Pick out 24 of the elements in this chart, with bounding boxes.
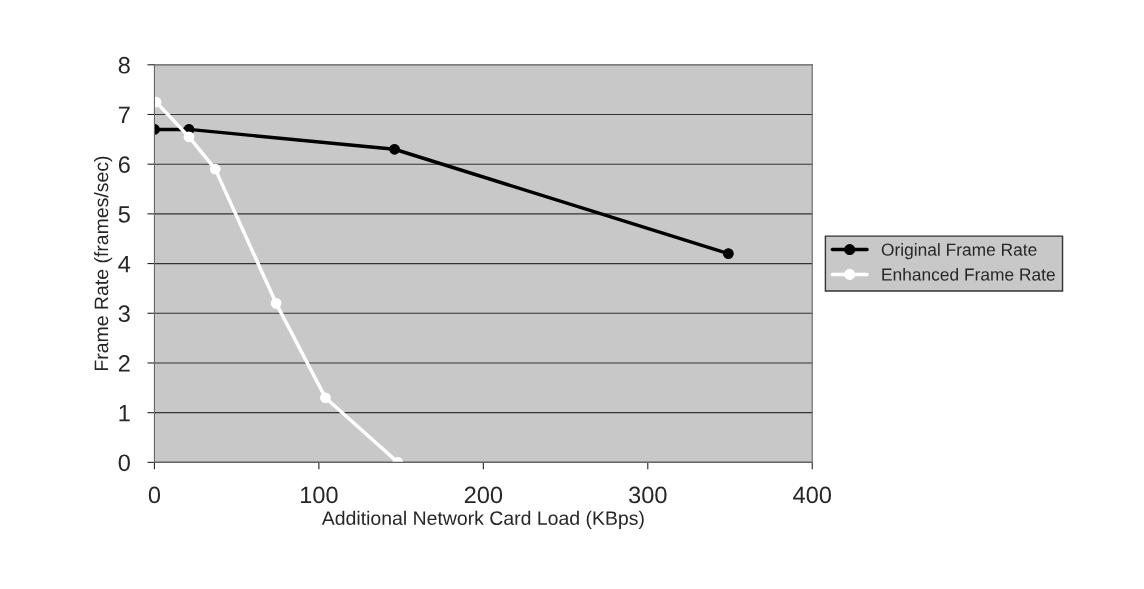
x-tick-label: 300 [629,486,667,504]
x-tick-label: 100 [301,486,338,504]
y-tick-label: 1 [119,404,130,422]
y-tick-label: 3 [118,305,130,323]
point [722,248,734,260]
x-axis-title: Additional Network Card Load (KBps) [321,510,644,529]
y-tick-label: 2 [118,355,130,372]
point [209,163,221,175]
x-tick-label: 400 [793,486,832,504]
legend-label: Enhanced Frame Rate [882,267,1055,281]
point [270,297,282,309]
y-tick-label: 6 [118,156,130,173]
point [320,392,331,404]
y-tick-label: 5 [118,206,130,223]
y-tick-label: 7 [118,106,130,124]
x-tick-label: 200 [464,486,503,504]
x-tick-label: 0 [148,486,161,504]
y-tick-label: 4 [118,255,131,273]
legend-label: Original Frame Rate [881,243,1037,260]
point [183,131,195,143]
y-tick-label: 0 [118,454,130,472]
y-axis-title: Frame Rate (frames/sec) [94,156,113,371]
y-tick-label: 8 [118,56,130,74]
point [389,143,400,155]
